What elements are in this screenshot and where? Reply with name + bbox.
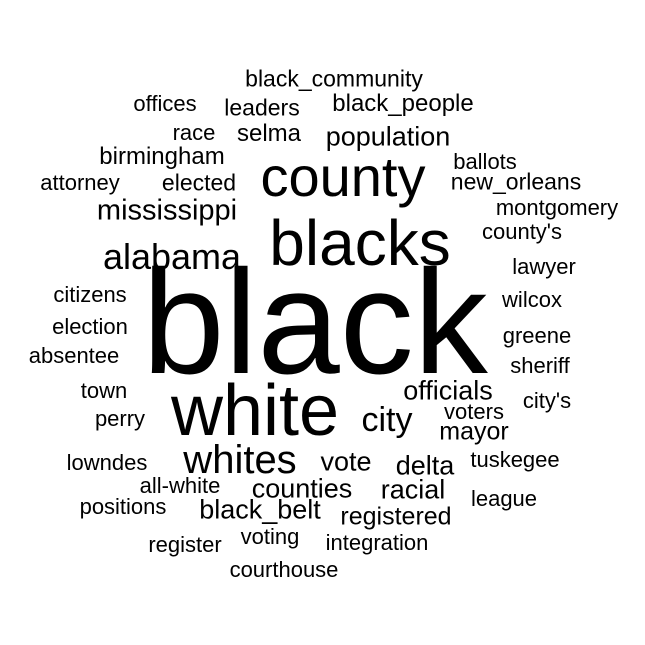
word: attorney [40, 170, 120, 195]
word: lowndes [66, 450, 148, 475]
word: election [52, 314, 128, 339]
word: integration [325, 530, 429, 555]
word: blacks [269, 207, 451, 279]
word: white [170, 371, 340, 451]
word: city's [522, 388, 572, 413]
word: mayor [439, 417, 509, 446]
word: race [172, 120, 216, 145]
word: sheriff [510, 353, 570, 378]
word: black [142, 240, 488, 405]
word: registered [340, 502, 452, 531]
word: black_belt [199, 494, 321, 525]
word: county's [481, 219, 563, 244]
word: counties [251, 473, 353, 504]
word: absentee [28, 343, 120, 368]
word: register [148, 532, 222, 557]
word: league [470, 486, 538, 511]
word: whites [183, 438, 297, 482]
word: lawyer [512, 254, 576, 279]
word: tuskegee [470, 447, 560, 472]
word: delta [395, 450, 455, 481]
word: greene [502, 323, 572, 348]
word: elected [161, 169, 237, 196]
word: positions [79, 494, 167, 519]
word: officials [403, 375, 493, 406]
word: wilcox [502, 287, 562, 312]
word: offices [133, 91, 197, 116]
word: county [260, 145, 426, 208]
word: black_people [332, 90, 474, 117]
word: racial [380, 474, 446, 505]
word: ballots [453, 149, 517, 174]
word: black_community [245, 65, 423, 92]
word: mississippi [96, 194, 238, 227]
word: new_orleans [450, 168, 582, 195]
word: voting [240, 524, 300, 549]
word: montgomery [495, 195, 619, 220]
word: citizens [53, 282, 127, 307]
word: alabama [102, 236, 242, 277]
word: vote [320, 446, 372, 477]
word: courthouse [229, 557, 339, 582]
word: population [325, 121, 451, 152]
word: birmingham [99, 143, 225, 170]
word: perry [94, 406, 146, 431]
word: leaders [224, 94, 300, 121]
word: city [361, 401, 413, 439]
word: voters [444, 399, 504, 424]
word: all-white [139, 473, 221, 498]
word: town [80, 378, 128, 403]
word: selma [236, 120, 302, 147]
